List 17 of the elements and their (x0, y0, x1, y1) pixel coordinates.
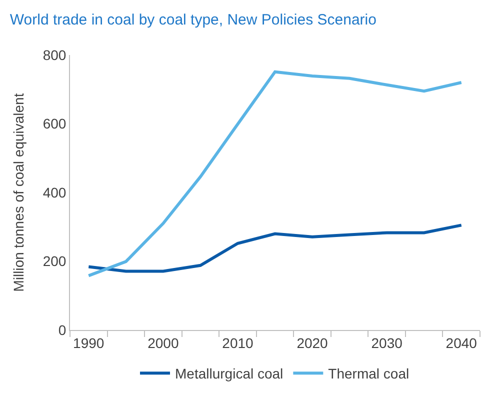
x-tick-label: 2030 (371, 334, 403, 351)
line-series (87, 70, 463, 278)
x-tick-label: 2040 (446, 334, 478, 351)
y-tick-label: 800 (42, 46, 66, 63)
x-tick-label: 2010 (222, 334, 254, 351)
x-tick-label: 2020 (296, 334, 328, 351)
y-axis-title: Million tonnes of coal equivalent (10, 93, 26, 292)
line-series (87, 224, 463, 273)
y-tick-label: 0 (58, 322, 66, 338)
y-tick-label: 600 (42, 116, 66, 132)
y-tick-label: 200 (42, 253, 66, 270)
chart-title: World trade in coal by coal type, New Policies Scenario (10, 12, 376, 29)
legend-label: Metallurgical coal (175, 366, 284, 382)
legend-label: Thermal coal (328, 366, 410, 382)
y-tick-label: 400 (42, 184, 66, 200)
x-tick-label: 2000 (148, 334, 179, 351)
x-tick-label: 1990 (73, 334, 104, 351)
